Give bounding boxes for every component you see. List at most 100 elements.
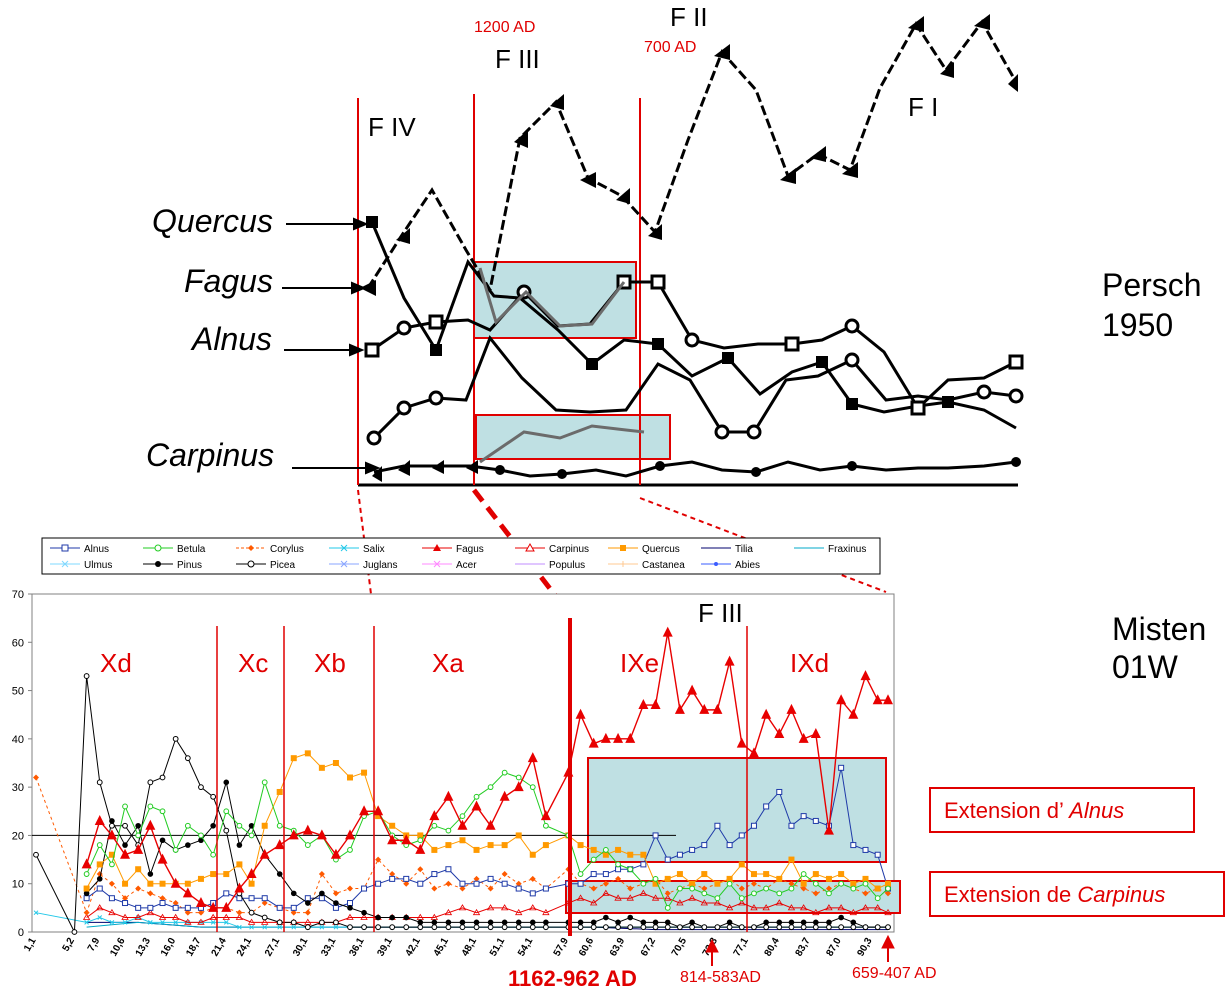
data-point-carpinus: [614, 894, 622, 901]
data-point-quercus: [487, 842, 494, 849]
data-point-picea: [689, 924, 696, 931]
data-point-quercus: [445, 842, 452, 849]
data-point-pinus: [347, 905, 353, 911]
data-point-pinus: [850, 919, 857, 926]
data-point-picea: [738, 924, 745, 931]
data-point-corylus: [862, 890, 869, 897]
data-point-fagus: [674, 703, 685, 714]
date-label-700ad: 700 AD: [644, 39, 696, 56]
x-tick-label: 10,6: [108, 936, 127, 959]
x-tick-label: 90,3: [855, 936, 874, 959]
data-point-carpinus: [713, 899, 722, 906]
chart-legend: Alnus Betula Corylus Salix Fagus Carpinus Quer…: [41, 537, 881, 575]
data-point-betula: [223, 808, 230, 815]
data-point-fagus: [848, 708, 859, 719]
legend-marker: [155, 561, 161, 567]
data-point-alnus: [135, 904, 142, 911]
data-point-pinus: [122, 842, 128, 848]
data-point-alnus: [615, 866, 622, 873]
zone-boundaries: [216, 618, 748, 936]
data-point-pinus: [333, 900, 339, 906]
data-point-picea: [83, 673, 90, 679]
data-point-pinus: [147, 871, 154, 877]
data-point-fagus: [748, 747, 759, 758]
legend-item-corylus: Corylus: [236, 544, 304, 555]
data-point-quercus: [276, 788, 283, 795]
legend-label: Salix: [363, 544, 385, 555]
data-point-salix: [262, 924, 268, 930]
data-point-salix: [333, 924, 339, 930]
data-point-betula: [577, 871, 584, 877]
data-point-quercus: [159, 880, 166, 887]
taxon-label-alnus: Alnus: [190, 321, 272, 357]
data-point-carpinus: [134, 913, 142, 920]
x-tick-label: 51,1: [488, 936, 507, 959]
data-point-salix: [249, 924, 254, 930]
data-point-picea: [318, 919, 325, 926]
data-point-fagus: [157, 853, 168, 864]
x-tick-label: 60,6: [577, 936, 596, 959]
data-point-quercus: [248, 880, 255, 887]
data-point-betula: [83, 871, 90, 877]
data-point-pinus: [361, 909, 367, 916]
data-point-pinus: [640, 919, 647, 926]
data-point-pinus: [223, 779, 230, 786]
data-point-betula: [701, 890, 708, 897]
data-point-quercus: [738, 861, 745, 868]
data-point-pinus: [726, 919, 733, 926]
data-point-fagus: [330, 848, 341, 859]
x-tick-label: 77,1: [732, 936, 751, 959]
data-point-pinus: [800, 919, 807, 926]
data-point-picea: [529, 924, 536, 931]
data-point-carpinus: [700, 899, 708, 906]
zone-label-xb: Xb: [314, 648, 346, 678]
persch-secondary-markers: [366, 352, 1024, 446]
data-point-carpinus: [235, 913, 244, 920]
data-point-alnus: [664, 856, 671, 863]
data-point-alnus: [776, 788, 783, 795]
legend-label: Ulmus: [84, 560, 112, 571]
data-point-alnus: [304, 895, 311, 902]
data-point-pinus: [185, 842, 191, 848]
data-point-carpinus: [197, 918, 205, 925]
data-point-carpinus: [472, 908, 481, 916]
data-point-pinus: [515, 919, 522, 926]
x-tick-label: 80,4: [763, 936, 782, 959]
data-point-alnus: [602, 871, 609, 878]
data-point-picea: [33, 851, 39, 858]
data-point-alnus: [445, 866, 452, 873]
data-point-fagus: [588, 737, 599, 748]
data-point-picea: [473, 924, 480, 931]
data-point-corylus: [664, 890, 671, 897]
data-point-fagus: [81, 858, 92, 869]
data-point-betula: [677, 885, 683, 892]
data-point-picea: [874, 924, 881, 931]
data-point-corylus: [236, 909, 243, 916]
data-point-fagus: [724, 655, 735, 666]
carpinus-extension-box: [565, 880, 901, 914]
data-point-carpinus: [444, 908, 453, 916]
y-tick-label: 70: [12, 589, 24, 601]
x-tick-label: 87,0: [824, 936, 843, 959]
data-point-betula: [800, 871, 807, 877]
data-point-quercus: [197, 875, 204, 882]
data-point-alnus: [701, 842, 708, 849]
data-point-alnus: [750, 822, 757, 829]
data-point-pinus: [763, 919, 769, 926]
persch-quercus-markers: [366, 216, 954, 410]
data-point-fagus: [145, 819, 156, 830]
data-point-betula: [487, 784, 494, 791]
data-point-betula: [885, 885, 891, 892]
date-label-814-583ad: 814-583AD: [680, 969, 761, 986]
data-point-carpinus: [121, 913, 129, 920]
data-point-corylus: [318, 871, 325, 878]
data-point-fagus: [120, 848, 131, 859]
data-point-pinus: [826, 919, 832, 926]
data-point-carpinus: [639, 889, 648, 896]
data-point-picea: [826, 924, 832, 931]
data-point-alnus: [83, 895, 90, 902]
x-tick-label: 36,1: [347, 936, 366, 959]
data-point-picea: [812, 924, 819, 931]
zone-label-xd: Xd: [100, 648, 132, 678]
data-point-fagus: [182, 887, 193, 898]
